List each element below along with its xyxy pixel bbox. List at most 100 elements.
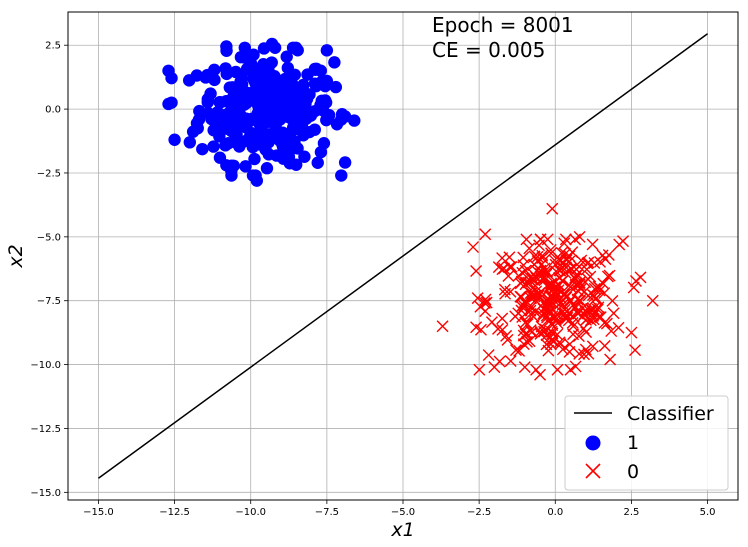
point-0 (569, 360, 582, 373)
point-1 (265, 56, 278, 69)
classifier-line (98, 33, 708, 479)
point-0 (518, 361, 531, 374)
point-0 (509, 344, 522, 357)
point-1 (238, 41, 252, 54)
point-1 (248, 152, 261, 166)
point-0 (528, 290, 541, 303)
point-1 (207, 140, 220, 153)
y-tick-label: 0.0 (45, 105, 61, 116)
point-0 (512, 269, 525, 282)
point-0 (513, 344, 526, 357)
x-tick-label: 2.5 (623, 507, 639, 518)
point-0 (512, 307, 525, 320)
y-tick-label: −10.0 (30, 360, 61, 371)
legend-0-label: 0 (627, 461, 639, 483)
point-1 (261, 115, 275, 129)
point-0 (496, 312, 509, 325)
series-0-points (436, 202, 659, 381)
point-0 (539, 323, 552, 336)
epoch-annotation: Epoch = 8001 (432, 13, 574, 37)
point-0 (582, 347, 595, 360)
point-1 (238, 51, 251, 64)
point-0 (550, 265, 563, 278)
point-0 (586, 304, 599, 317)
series-1-points (162, 37, 361, 187)
point-1 (234, 88, 248, 102)
point-0 (541, 265, 554, 278)
point-1 (260, 162, 274, 175)
point-0 (473, 363, 486, 376)
point-1 (268, 70, 281, 83)
point-0 (557, 288, 570, 301)
y-ticks: 2.5 0.0 −2.5 −5.0 −7.5 −10.0 −12.5 −15.0 (30, 41, 68, 499)
point-1 (220, 159, 233, 172)
x-tick-label: −2.5 (467, 507, 491, 518)
point-1 (162, 64, 175, 77)
point-0 (515, 291, 528, 304)
point-0 (530, 363, 543, 376)
x-tick-label: −10.0 (235, 507, 266, 518)
point-1 (320, 44, 334, 57)
point-0 (571, 284, 584, 297)
point-0 (603, 269, 616, 282)
point-1 (182, 74, 196, 87)
y-tick-label: −12.5 (30, 424, 61, 435)
point-0 (606, 294, 619, 307)
point-0 (604, 353, 617, 366)
point-0 (627, 281, 640, 294)
point-1 (211, 125, 224, 138)
point-0 (436, 320, 449, 333)
point-0 (535, 258, 548, 271)
point-0 (569, 269, 582, 282)
point-1 (220, 40, 233, 53)
point-0 (492, 322, 504, 335)
point-1 (298, 150, 311, 163)
point-1 (338, 156, 352, 169)
point-0 (570, 301, 583, 314)
x-tick-label: −15.0 (83, 507, 114, 518)
x-axis-label: x1 (390, 519, 414, 541)
point-0 (646, 294, 659, 307)
y-tick-label: −5.0 (37, 232, 61, 243)
point-0 (467, 241, 480, 254)
point-0 (573, 294, 586, 307)
point-1 (314, 145, 328, 159)
point-0 (592, 301, 605, 314)
point-0 (581, 257, 594, 270)
point-1 (250, 174, 264, 187)
point-0 (625, 326, 638, 339)
y-tick-label: −7.5 (37, 296, 61, 307)
point-1 (254, 133, 267, 147)
point-0 (564, 363, 577, 376)
point-0 (573, 347, 586, 360)
x-tick-label: −7.5 (315, 507, 339, 518)
point-1 (162, 97, 175, 111)
point-1 (320, 74, 334, 88)
point-0 (500, 329, 513, 342)
point-0 (547, 283, 560, 296)
classifier-segment (98, 33, 708, 479)
point-0 (559, 307, 572, 320)
point-0 (520, 276, 533, 289)
point-1 (290, 103, 303, 116)
point-1 (253, 64, 266, 77)
point-0 (578, 348, 591, 361)
point-0 (598, 339, 611, 352)
point-0 (525, 326, 538, 339)
point-0 (504, 355, 517, 368)
point-0 (524, 304, 537, 317)
point-0 (594, 255, 607, 268)
point-0 (479, 293, 492, 306)
point-0 (580, 326, 593, 339)
point-1 (183, 136, 197, 149)
point-0 (501, 333, 514, 346)
point-0 (540, 279, 553, 292)
point-0 (560, 289, 573, 302)
point-0 (559, 233, 572, 246)
point-0 (562, 314, 575, 327)
point-1 (291, 44, 304, 57)
point-1 (298, 126, 311, 139)
point-1 (348, 114, 361, 127)
point-0 (563, 279, 576, 292)
point-1 (224, 105, 237, 118)
